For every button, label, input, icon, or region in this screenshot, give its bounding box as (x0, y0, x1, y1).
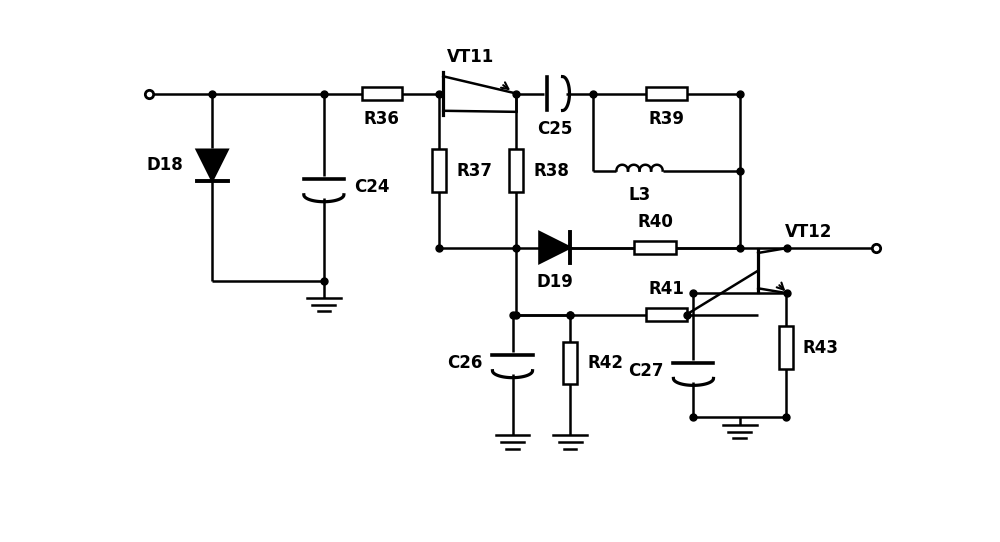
Text: D19: D19 (536, 273, 573, 291)
Text: R37: R37 (456, 162, 492, 179)
Text: R42: R42 (587, 354, 623, 372)
Polygon shape (197, 150, 228, 180)
Text: L3: L3 (628, 186, 651, 204)
Text: R39: R39 (648, 111, 684, 128)
Polygon shape (539, 232, 570, 263)
Bar (509, 150, 523, 192)
Bar (646, 87, 687, 100)
Bar (646, 308, 687, 321)
Text: C27: C27 (628, 362, 663, 380)
Text: C24: C24 (354, 178, 389, 196)
Text: R43: R43 (803, 339, 839, 357)
Bar (362, 87, 402, 100)
Text: D18: D18 (146, 156, 183, 174)
Bar (779, 326, 793, 369)
Text: C26: C26 (447, 354, 482, 372)
Text: VT11: VT11 (447, 48, 494, 66)
Bar (634, 241, 676, 254)
Text: R36: R36 (364, 111, 400, 128)
Text: C25: C25 (537, 120, 573, 138)
Text: R38: R38 (533, 162, 569, 179)
Bar (563, 342, 577, 384)
Bar (432, 150, 446, 192)
Text: R40: R40 (637, 212, 673, 230)
Text: VT12: VT12 (785, 223, 832, 241)
Text: R41: R41 (649, 280, 684, 298)
